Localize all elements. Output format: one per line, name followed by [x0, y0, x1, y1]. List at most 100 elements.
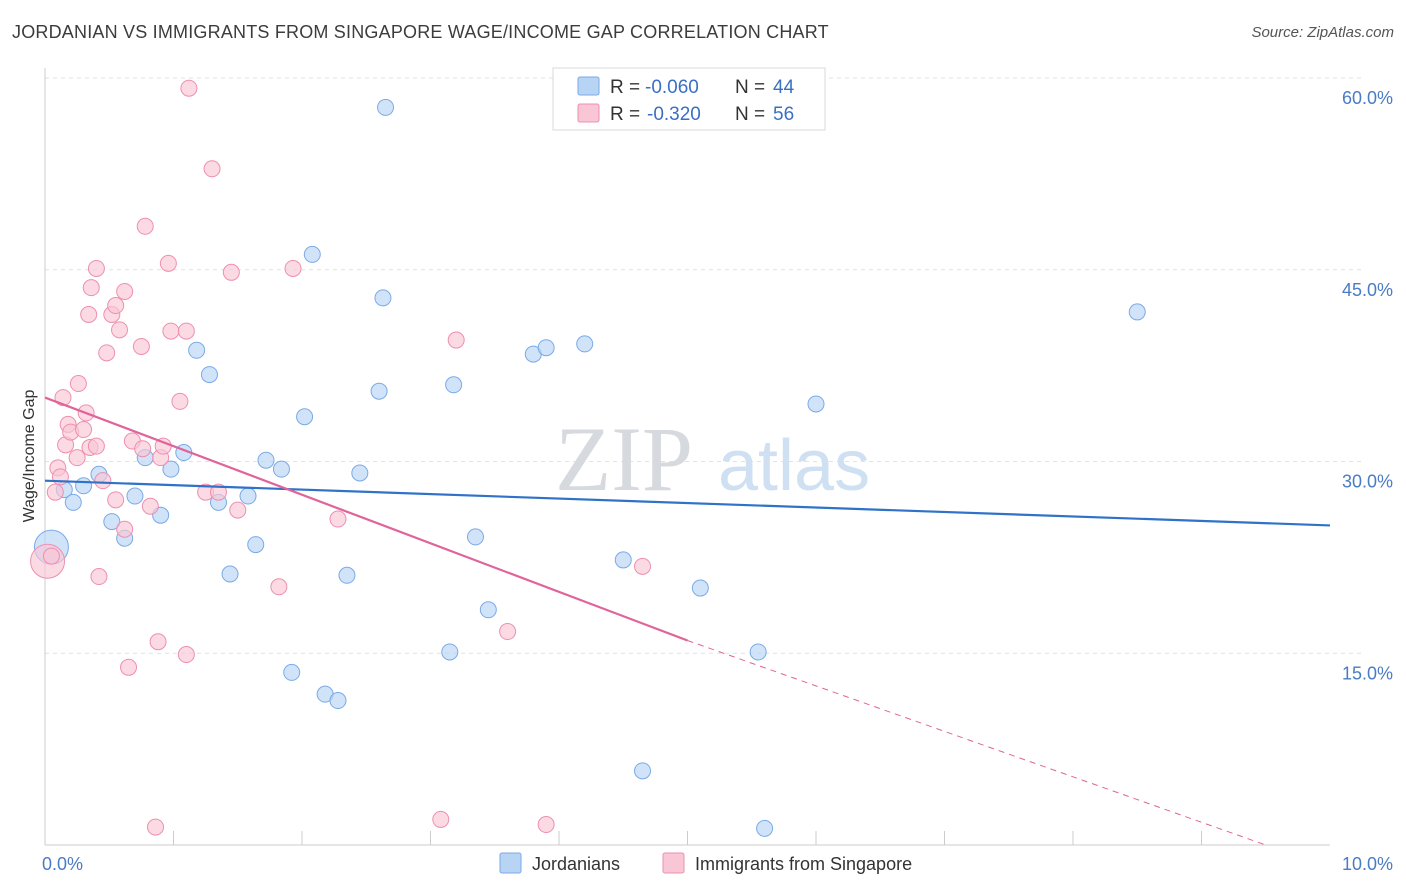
- watermark-atlas: atlas: [718, 426, 870, 506]
- legend-n-value-1: 44: [773, 77, 795, 98]
- singapore-point-42: [177, 646, 195, 664]
- singapore-point-27: [116, 520, 134, 538]
- jordanians-point-33: [466, 528, 484, 546]
- bottom-legend-swatch-immigrants: [662, 852, 685, 874]
- jordanians-point-32: [441, 643, 459, 661]
- watermark-zip: ZIP: [555, 408, 693, 510]
- trend-line-singapore-extension: [687, 639, 1266, 846]
- singapore-point-11: [69, 375, 87, 393]
- jordanians-point-22: [296, 408, 314, 426]
- y-tick-label-4: 60.0%: [1342, 88, 1393, 108]
- chart-title: JORDANIAN VS IMMIGRANTS FROM SINGAPORE W…: [12, 22, 829, 42]
- singapore-point-56: [634, 557, 652, 575]
- jordanians-point-34: [479, 601, 497, 619]
- singapore-point-46: [209, 483, 227, 501]
- jordanians-point-40: [691, 579, 709, 597]
- singapore-point-28: [120, 658, 138, 676]
- jordanians-point-27: [351, 464, 369, 482]
- legend-r-label-1: R =: [610, 77, 640, 98]
- jordanians-point-38: [614, 551, 632, 569]
- jordanians-point-8: [126, 487, 144, 505]
- jordanians-point-23: [303, 245, 321, 263]
- singapore-point-25: [111, 321, 129, 339]
- jordanians-point-37: [576, 335, 594, 353]
- bottom-legend-immigrants: Immigrants from Singapore: [695, 854, 912, 874]
- legend-r-value-1: -0.060: [645, 77, 699, 98]
- jordanians-point-30: [374, 289, 392, 307]
- legend-r-label-2: R =: [610, 104, 640, 125]
- jordanians-point-20: [272, 460, 290, 478]
- series-immigrants-singapore: [30, 79, 652, 836]
- jordanians-point-21: [283, 663, 301, 681]
- singapore-point-26: [116, 282, 134, 300]
- jordanians-point-14: [200, 366, 218, 384]
- jordanians-point-44: [1128, 303, 1146, 321]
- singapore-point-54: [499, 623, 517, 641]
- trend-lines: [44, 396, 1331, 846]
- jordanians-point-16: [221, 565, 239, 583]
- chart-source: Source: ZipAtlas.com: [1251, 24, 1394, 41]
- singapore-point-34: [147, 818, 165, 836]
- singapore-point-23: [107, 297, 125, 315]
- jordanians-point-6: [103, 513, 121, 531]
- singapore-point-35: [149, 633, 167, 651]
- singapore-point-45: [203, 160, 221, 178]
- singapore-point-20: [80, 305, 98, 323]
- grid-lines: [45, 77, 1365, 654]
- jordanians-point-31: [445, 376, 463, 394]
- singapore-point-2: [42, 547, 60, 565]
- legend-n-label-1: N =: [735, 77, 765, 98]
- bottom-legend: Jordanians Immigrants from Singapore: [499, 852, 912, 874]
- legend-swatch-immigrants: [577, 103, 600, 123]
- axes: [44, 68, 1330, 846]
- singapore-point-49: [270, 578, 288, 596]
- jordanians-point-29: [377, 98, 395, 116]
- jordanians-point-25: [329, 692, 347, 710]
- legend-swatch-jordanians: [577, 76, 600, 96]
- jordanians-point-17: [239, 487, 257, 505]
- singapore-point-51: [329, 510, 347, 528]
- singapore-point-38: [159, 254, 177, 272]
- jordanians-point-18: [247, 536, 265, 554]
- legend-n-value-2: 56: [773, 104, 794, 125]
- singapore-point-52: [432, 810, 450, 828]
- jordanians-point-4: [75, 477, 93, 495]
- singapore-point-17: [94, 472, 112, 490]
- x-tick-label-max: 10.0%: [1342, 854, 1393, 874]
- trend-line-jordanians: [44, 479, 1331, 527]
- legend-box: R = -0.060 N = 44 R = -0.320 N = 56: [552, 67, 826, 131]
- singapore-point-6: [54, 389, 72, 407]
- jordanians-point-42: [756, 819, 774, 837]
- singapore-point-16: [90, 568, 108, 586]
- jordanians-point-28: [370, 382, 388, 400]
- legend-n-label-2: N =: [735, 104, 765, 125]
- jordanians-point-11: [162, 460, 180, 478]
- singapore-point-39: [162, 322, 180, 340]
- jordanians-point-13: [188, 341, 206, 359]
- singapore-point-21: [98, 344, 116, 362]
- jordanians-point-43: [807, 395, 825, 413]
- singapore-point-55: [537, 816, 555, 834]
- y-tick-label-1: 15.0%: [1342, 663, 1393, 683]
- jordanians-point-39: [634, 762, 652, 780]
- singapore-point-48: [229, 501, 247, 519]
- singapore-point-47: [222, 263, 240, 281]
- singapore-point-32: [136, 217, 154, 235]
- singapore-point-33: [141, 497, 159, 515]
- y-axis-label: Wage/Income Gap: [21, 390, 38, 523]
- x-tick-label-min: 0.0%: [42, 854, 83, 874]
- watermark: ZIP atlas: [555, 408, 870, 510]
- y-tick-label-2: 30.0%: [1342, 472, 1393, 492]
- singapore-point-30: [132, 337, 150, 355]
- tick-labels: 15.0% 30.0% 45.0% 60.0% 0.0% 10.0%: [42, 88, 1393, 874]
- jordanians-point-19: [257, 451, 275, 469]
- singapore-point-53: [447, 331, 465, 349]
- singapore-point-18: [87, 259, 105, 277]
- jordanians-point-26: [338, 566, 356, 584]
- singapore-point-19: [82, 279, 100, 297]
- jordanians-point-36: [537, 339, 555, 357]
- y-tick-label-3: 45.0%: [1342, 280, 1393, 300]
- singapore-point-31: [134, 440, 152, 458]
- singapore-point-41: [177, 322, 195, 340]
